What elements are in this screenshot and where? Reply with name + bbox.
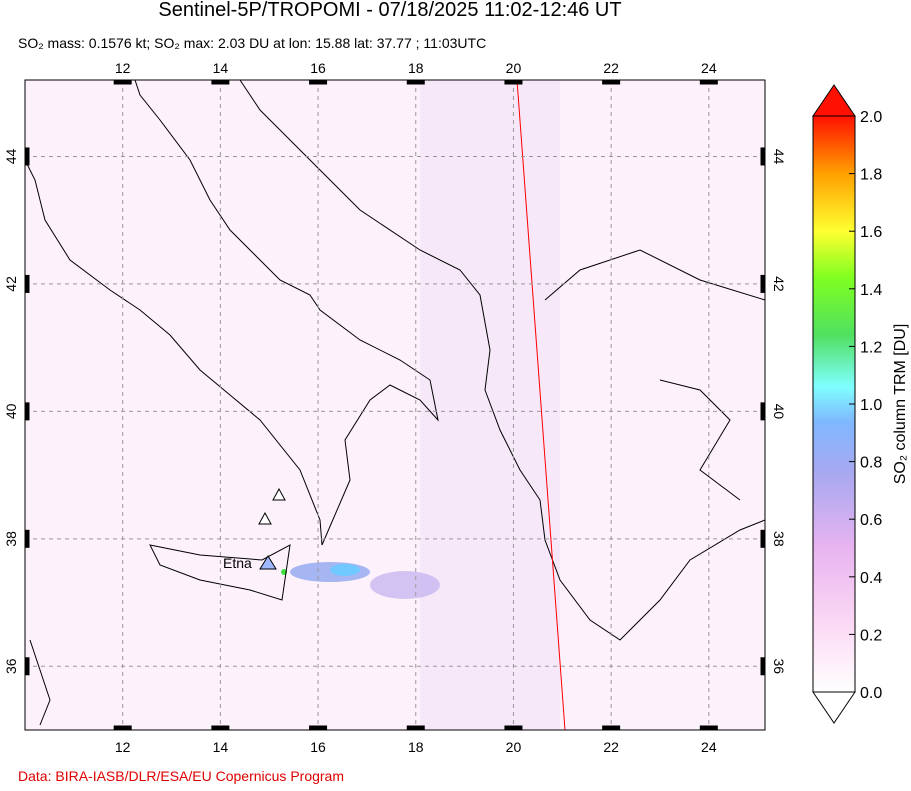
plume <box>370 571 440 599</box>
x-tick-label: 22 <box>603 60 619 76</box>
coastline <box>149 544 291 601</box>
x-tick-label: 14 <box>213 60 229 76</box>
colorbar-tick-label: 1.0 <box>860 397 882 414</box>
y-tick-label: 42 <box>771 276 787 292</box>
x-tick-label: 12 <box>115 739 131 755</box>
colorbar-tick-label: 0.6 <box>860 512 882 529</box>
x-tick-label: 14 <box>213 739 229 755</box>
x-tick-label: 20 <box>506 60 522 76</box>
colorbar-tick-label: 1.6 <box>860 224 882 241</box>
y-tick-label: 44 <box>771 149 787 165</box>
colorbar-label: SO₂ column TRM [DU] <box>892 324 909 485</box>
x-tick-label: 16 <box>310 60 326 76</box>
colorbar-max-arrow <box>812 84 856 117</box>
y-tick-label: 38 <box>771 531 787 547</box>
x-tick-label: 12 <box>115 60 131 76</box>
map-content <box>25 80 765 730</box>
x-tick-label: 24 <box>701 739 717 755</box>
colorbar-tick-label: 0.2 <box>860 627 882 644</box>
volcano-marker <box>272 487 286 501</box>
y-tick-label: 42 <box>3 276 19 292</box>
y-tick-label: 36 <box>3 658 19 674</box>
y-tick-label: 40 <box>3 403 19 419</box>
coastline <box>544 249 765 301</box>
orbit-track <box>516 80 566 730</box>
y-tick-label: 44 <box>3 148 19 164</box>
x-tick-label: 18 <box>408 739 424 755</box>
colorbar-tick-label: 1.4 <box>860 282 882 299</box>
coastline <box>25 80 439 546</box>
coastline <box>659 379 741 501</box>
y-tick-label: 40 <box>771 404 787 420</box>
colorbar-tick-label: 0.8 <box>860 455 882 472</box>
colorbar-tick-label: 1.8 <box>860 167 882 184</box>
volcano-marker <box>259 555 277 570</box>
colorbar <box>812 115 856 693</box>
map-background <box>25 80 765 730</box>
coastline <box>239 80 765 641</box>
colorbar-tick-label: 0.4 <box>860 570 882 587</box>
colorbar-tick-label: 0.0 <box>860 685 882 702</box>
volcano-marker <box>258 511 272 525</box>
credit: Data: BIRA-IASB/DLR/ESA/EU Copernicus Pr… <box>18 768 344 784</box>
annotation: Etna <box>223 555 252 571</box>
x-tick-label: 24 <box>701 60 717 76</box>
x-tick-label: 22 <box>603 739 619 755</box>
title: Sentinel-5P/TROPOMI - 07/18/2025 11:02-1… <box>158 0 621 21</box>
x-tick-label: 20 <box>506 739 522 755</box>
x-tick-label: 16 <box>310 739 326 755</box>
y-tick-label: 38 <box>3 531 19 547</box>
colorbar-min-arrow <box>812 691 856 724</box>
subtitle: SO₂ mass: 0.1576 kt; SO₂ max: 2.03 DU at… <box>18 35 486 51</box>
colorbar-tick-label: 1.2 <box>860 339 882 356</box>
x-tick-label: 18 <box>408 60 424 76</box>
coastline <box>29 639 51 726</box>
colorbar-tick-label: 2.0 <box>860 109 882 126</box>
plume <box>330 564 360 576</box>
swath-noise <box>420 80 560 730</box>
y-tick-label: 36 <box>771 658 787 674</box>
